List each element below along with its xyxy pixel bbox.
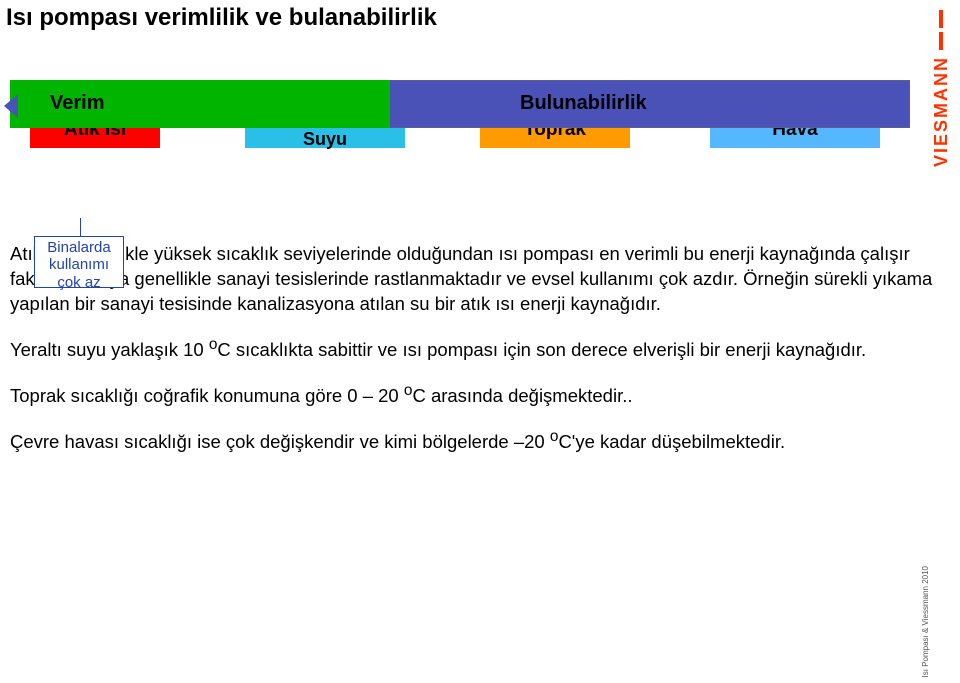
brand-text: VIESMANN <box>931 56 952 167</box>
page-title: Isı pompası verimlilik ve bulanabilirlik <box>0 0 960 42</box>
body-text: Atık ısı genellikle yüksek sıcaklık sevi… <box>10 242 938 455</box>
paragraph: Yeraltı suyu yaklaşık 10 oC sıcaklıkta s… <box>10 335 938 363</box>
bar-label-verim: Verim <box>50 92 104 115</box>
arrow-left-icon <box>4 94 18 118</box>
note-connector <box>80 218 81 236</box>
usage-note: Binalarda kullanımı çok az <box>34 236 124 288</box>
paragraph: Çevre havası sıcaklığı ise çok değişkend… <box>10 427 938 455</box>
category-label: Suyu <box>303 130 347 149</box>
note-line1: Binalarda <box>41 239 117 256</box>
brand-mark-icon <box>939 10 943 28</box>
bar-label-bulunabilirlik: Bulunabilirlik <box>520 92 647 115</box>
brand-mark-icon <box>939 32 943 50</box>
note-line2: kullanımı <box>41 256 117 273</box>
paragraph: Atık ısı genellikle yüksek sıcaklık sevi… <box>10 242 938 317</box>
footer-credit: Isı Pompası & Viessmann 2010 <box>921 566 930 677</box>
brand-logo: VIESMANN <box>928 10 954 660</box>
paragraph: Toprak sıcaklığı coğrafik konumuna göre … <box>10 381 938 409</box>
note-line3: çok az <box>41 274 117 291</box>
